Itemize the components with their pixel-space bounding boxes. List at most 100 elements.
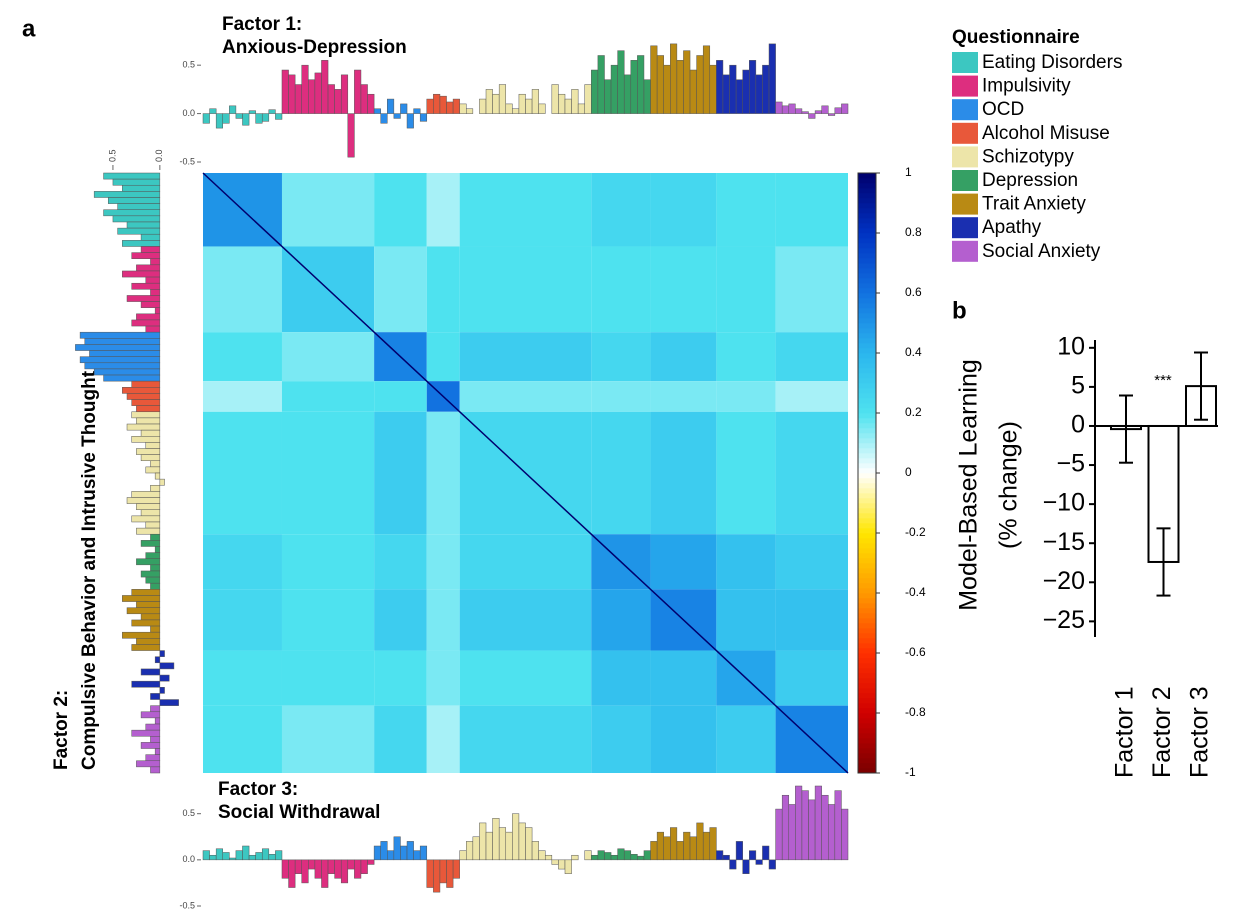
heatmap-cell <box>459 332 592 382</box>
colorbar-step <box>858 277 876 284</box>
bar <box>145 442 161 449</box>
bar <box>419 113 428 122</box>
bar <box>131 436 161 443</box>
bar <box>140 233 161 241</box>
heatmap-cell <box>591 650 651 706</box>
colorbar-step <box>858 732 876 739</box>
bar <box>229 105 237 114</box>
bar <box>347 113 355 158</box>
bar <box>89 350 161 357</box>
heatmap-cell <box>775 534 848 590</box>
bar <box>150 564 161 572</box>
bar <box>140 540 161 547</box>
bar <box>145 754 161 762</box>
bar <box>360 84 368 114</box>
bar <box>150 705 161 713</box>
bar <box>781 105 790 114</box>
colorbar-step <box>858 447 876 454</box>
colorbar-step <box>858 302 876 309</box>
bar <box>650 45 658 114</box>
y-tick-label: 0.0 <box>182 108 195 118</box>
bar <box>136 264 161 272</box>
heatmap-cell <box>459 650 592 706</box>
heatmap-cell <box>203 589 282 651</box>
heatmap-cell <box>716 381 776 412</box>
colorbar-label: 0 <box>905 465 912 479</box>
colorbar-step <box>858 402 876 409</box>
heatmap-cell <box>281 173 375 247</box>
bar <box>136 405 161 413</box>
x-tick-label: Factor 3 <box>1186 686 1214 778</box>
y-tick-label: 0 <box>1071 411 1085 439</box>
annotation: *** <box>1154 372 1172 389</box>
colorbar-step <box>858 692 876 699</box>
bar <box>145 466 161 474</box>
bar <box>696 822 704 861</box>
bar <box>154 748 161 755</box>
bar <box>136 503 161 510</box>
colorbar-step <box>858 322 876 329</box>
colorbar-step <box>858 232 876 239</box>
legend-label: Depression <box>982 170 1078 191</box>
bar <box>314 859 322 879</box>
bar <box>281 859 289 879</box>
colorbar-step <box>858 612 876 619</box>
bar <box>150 582 161 590</box>
colorbar-step <box>858 307 876 314</box>
colorbar-step <box>858 452 876 459</box>
y-tick-label: −20 <box>1043 567 1085 595</box>
bar <box>131 252 161 259</box>
colorbar-step <box>858 357 876 364</box>
bar <box>131 411 161 419</box>
bar <box>154 472 161 480</box>
bar <box>755 859 763 865</box>
bar <box>131 515 161 523</box>
bar <box>551 859 559 865</box>
bar <box>775 808 783 861</box>
bar <box>413 850 421 861</box>
bar <box>591 69 599 114</box>
heatmap-cell <box>459 534 592 590</box>
bar <box>676 60 684 114</box>
bar <box>781 794 790 861</box>
bar <box>107 197 161 204</box>
colorbar-step <box>858 632 876 639</box>
bar <box>126 497 161 504</box>
bar <box>597 55 605 114</box>
bar <box>140 570 161 578</box>
bar <box>788 103 796 114</box>
colorbar-step <box>858 592 876 599</box>
chart-title: Factor 1: <box>222 14 302 35</box>
bar <box>406 841 414 861</box>
legend-swatch <box>952 193 978 215</box>
bar <box>505 103 513 114</box>
bar <box>512 108 520 114</box>
bar <box>492 93 500 114</box>
heatmap-cell <box>426 173 460 247</box>
heatmap-cell <box>426 332 460 382</box>
legend-label: Impulsivity <box>982 76 1071 97</box>
heatmap-cell <box>426 246 460 333</box>
heatmap-cell <box>374 650 427 706</box>
bar <box>288 74 296 114</box>
colorbar-step <box>858 562 876 569</box>
colorbar-step <box>858 622 876 629</box>
legend-swatch <box>952 122 978 144</box>
colorbar-step <box>858 537 876 544</box>
bar <box>140 742 161 749</box>
colorbar-step <box>858 367 876 374</box>
bar <box>136 638 161 645</box>
bar <box>814 785 822 861</box>
bar <box>623 74 632 114</box>
bar <box>808 113 816 119</box>
colorbar-step <box>858 652 876 659</box>
heatmap-cell <box>203 381 282 412</box>
heatmap-cell <box>281 381 375 412</box>
legend-swatch <box>952 170 978 191</box>
bar <box>419 845 428 861</box>
bar <box>617 50 625 114</box>
heatmap-cell <box>203 246 282 333</box>
bar <box>122 631 161 639</box>
bar <box>801 111 809 114</box>
legend-swatch <box>952 217 978 239</box>
